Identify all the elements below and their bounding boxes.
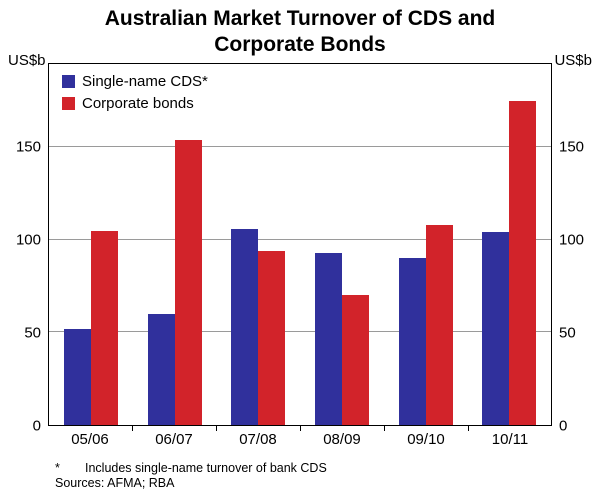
bar-corporate-bonds [425, 225, 453, 425]
gridline [49, 146, 551, 148]
sources-line: Sources: AFMA; RBA [55, 476, 327, 492]
y-tick-label: 150 [15, 138, 41, 156]
y-tick-label: 50 [559, 324, 576, 342]
legend-item: Single-name CDS* [62, 73, 208, 90]
bar-single-name-cds [63, 328, 91, 425]
legend-label: Corporate bonds [82, 95, 194, 112]
x-tick-label: 10/11 [491, 431, 529, 448]
legend-swatch-icon [62, 75, 75, 88]
legend-swatch-icon [62, 97, 75, 110]
bar-group [216, 64, 300, 425]
y-tick-label: 100 [559, 231, 585, 249]
footnote-line: * Includes single-name turnover of bank … [55, 461, 327, 477]
legend-item: Corporate bonds [62, 95, 208, 112]
gridline [49, 238, 551, 240]
y-axis-unit-right: US$b [554, 52, 592, 69]
bar-group [49, 64, 133, 425]
legend: Single-name CDS* Corporate bonds [62, 73, 208, 117]
bar-group [384, 64, 468, 425]
bar-corporate-bonds [509, 101, 537, 425]
x-axis-labels: 05/06 06/07 07/08 08/09 09/10 10/11 [48, 426, 552, 452]
y-tick-label: 50 [24, 324, 41, 342]
y-tick-label: 150 [559, 138, 585, 156]
sources-text: Sources: AFMA; RBA [55, 476, 175, 491]
x-axis-tick [132, 426, 133, 431]
x-axis-tick [468, 426, 469, 431]
footnote-marker: * [55, 460, 60, 475]
bar-single-name-cds [231, 228, 259, 425]
bar-single-name-cds [314, 252, 342, 425]
bar-group [133, 64, 217, 425]
x-axis-tick [300, 426, 301, 431]
x-tick-label: 07/08 [239, 431, 277, 448]
footnotes: * Includes single-name turnover of bank … [55, 461, 327, 492]
bar-single-name-cds [398, 258, 426, 425]
x-tick-label: 08/09 [323, 431, 361, 448]
bar-single-name-cds [147, 313, 175, 425]
plot-area: Single-name CDS* Corporate bonds [48, 63, 552, 426]
x-tick-label: 05/06 [71, 431, 109, 448]
y-tick-label: 0 [559, 417, 568, 435]
y-axis-labels-right: 0 50 100 150 [559, 63, 599, 434]
y-tick-label: 0 [32, 417, 41, 435]
bar-corporate-bonds [258, 250, 286, 425]
bar-single-name-cds [482, 232, 510, 425]
x-tick-label: 09/10 [407, 431, 445, 448]
chart-title: Australian Market Turnover of CDS and Co… [104, 7, 496, 56]
y-axis-unit-left: US$b [8, 52, 46, 69]
x-axis-tick [216, 426, 217, 431]
chart: Single-name CDS* Corporate bonds 0 50 100 15… [16, 63, 584, 448]
bar-corporate-bonds [341, 295, 369, 425]
x-tick-label: 06/07 [155, 431, 193, 448]
y-axis-labels-left: 0 50 100 150 [1, 63, 41, 434]
gridline [49, 331, 551, 333]
legend-label: Single-name CDS* [82, 73, 208, 90]
y-tick-label: 100 [15, 231, 41, 249]
bar-group [467, 64, 551, 425]
bar-group [300, 64, 384, 425]
x-axis-tick [384, 426, 385, 431]
bar-corporate-bonds [174, 139, 202, 425]
footnote-text: Includes single-name turnover of bank CD… [85, 460, 327, 475]
bar-corporate-bonds [90, 230, 118, 425]
